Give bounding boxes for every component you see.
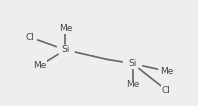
Text: Si: Si: [61, 45, 69, 54]
Text: Cl: Cl: [25, 33, 34, 42]
Text: Cl: Cl: [162, 86, 171, 95]
Text: Me: Me: [59, 24, 72, 33]
Text: Me: Me: [126, 80, 139, 89]
Text: Me: Me: [160, 67, 173, 75]
Text: Si: Si: [129, 59, 137, 68]
Text: Me: Me: [33, 61, 46, 70]
